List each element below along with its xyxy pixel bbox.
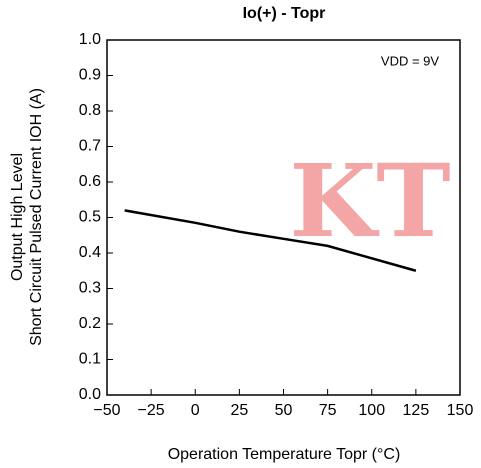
y-tick-label: 0.8 xyxy=(79,102,101,119)
x-tick-label: −25 xyxy=(138,402,165,419)
y-tick-label: 0.6 xyxy=(79,173,101,190)
y-axis-label: Short Circuit Pulsed Current IOH (A) xyxy=(28,88,45,346)
y-tick-label: 0.9 xyxy=(79,67,101,84)
x-tick-label: 125 xyxy=(403,402,430,419)
annotation: VDD = 9V xyxy=(381,53,439,68)
y-tick-label: 0.7 xyxy=(79,138,101,155)
x-tick-label: −50 xyxy=(93,402,120,419)
y-tick-label: 0.5 xyxy=(79,209,101,226)
y-tick-label: 0.1 xyxy=(79,351,101,368)
y-tick-label: 0.3 xyxy=(79,280,101,297)
y-tick-label: 0.0 xyxy=(79,386,101,403)
x-tick-label: 150 xyxy=(447,402,474,419)
y-axis-label: Output High Level xyxy=(9,153,26,281)
x-tick-label: 50 xyxy=(275,402,293,419)
y-tick-label: 0.4 xyxy=(79,244,101,261)
x-tick-label: 0 xyxy=(191,402,200,419)
x-tick-label: 75 xyxy=(319,402,337,419)
y-tick-label: 1.0 xyxy=(79,31,101,48)
line xyxy=(124,209,417,272)
y-tick-label: 0.2 xyxy=(79,315,101,332)
chart-title: Io(+) - Topr xyxy=(243,5,326,22)
x-axis-label: Operation Temperature Topr (°C) xyxy=(168,446,401,463)
watermark: KT xyxy=(289,142,450,260)
x-tick-label: 25 xyxy=(230,402,248,419)
x-tick-label: 100 xyxy=(358,402,385,419)
